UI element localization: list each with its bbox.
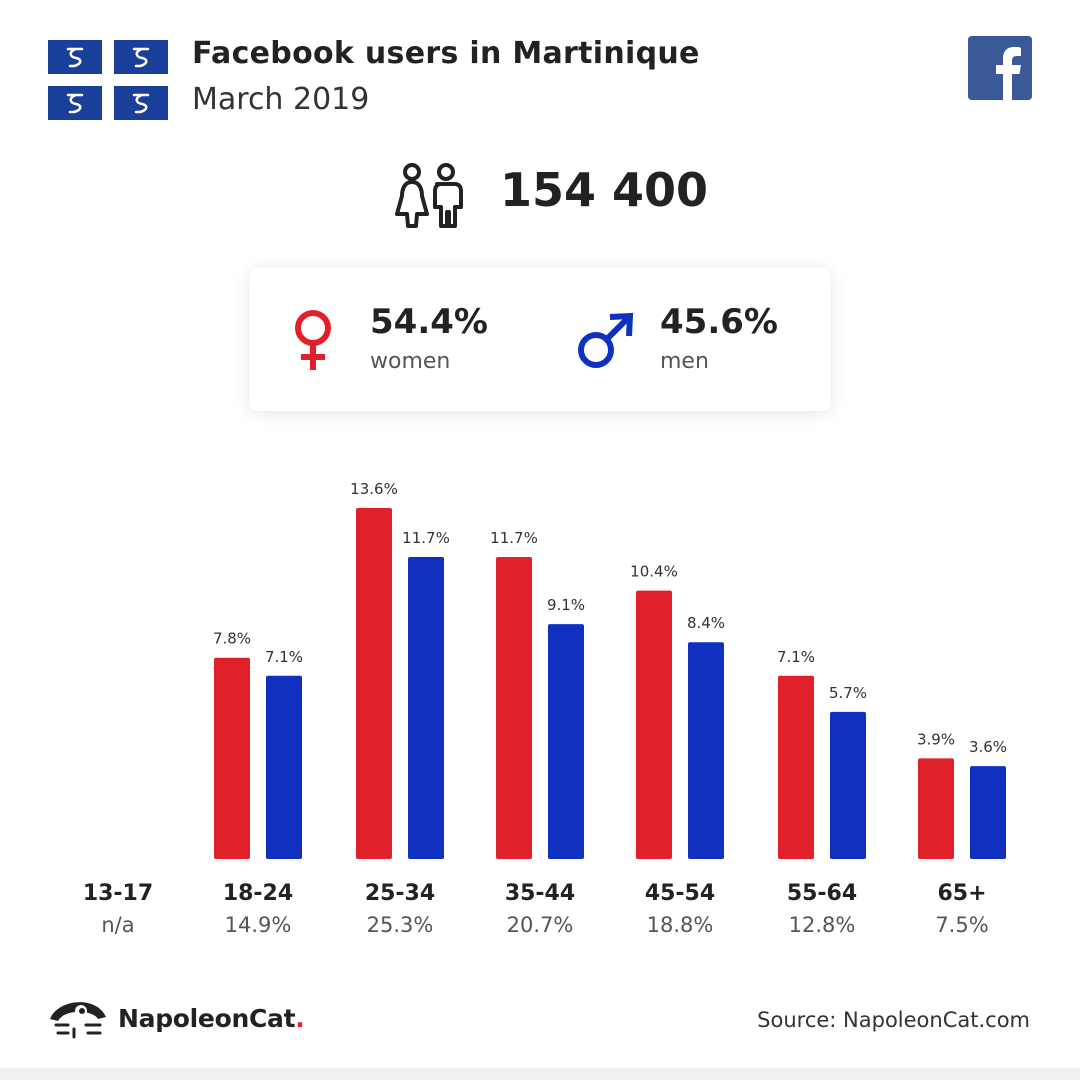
bar-women-35-44 — [496, 557, 532, 859]
users-icon — [390, 160, 470, 232]
category-label-35-44: 35-44 — [505, 881, 575, 906]
bar-label-women-35-44: 11.7% — [490, 529, 538, 547]
category-label-55-64: 55-64 — [787, 881, 857, 906]
brand-name: NapoleonCat. — [118, 1004, 305, 1033]
women-label: women — [370, 349, 451, 374]
category-total-45-54: 18.8% — [647, 913, 714, 937]
page-subtitle: March 2019 — [192, 82, 370, 117]
bar-women-45-54 — [636, 590, 672, 859]
age-gender-bar-chart: 13-17 n/a 7.8% 7.1% 18-24 14.9% 13.6% 11.7% 25-3… — [83, 480, 1007, 937]
category-total-55-64: 12.8% — [789, 913, 856, 937]
napoleoncat-logo-icon — [48, 995, 108, 1045]
women-percent: 54.4% — [370, 302, 488, 342]
bottom-strip — [0, 1068, 1080, 1080]
category-label-13-17: 13-17 — [83, 881, 153, 906]
bar-label-men-65+: 3.6% — [969, 738, 1007, 756]
gender-split-card: 54.4% women 45.6% men — [250, 268, 830, 411]
bar-label-men-18-24: 7.1% — [265, 648, 303, 666]
martinique-flag-icon — [114, 86, 168, 120]
source-text: Source: NapoleonCat.com — [757, 1008, 1030, 1032]
bar-women-65+ — [918, 758, 954, 859]
category-label-65+: 65+ — [937, 881, 986, 906]
bar-men-55-64 — [830, 711, 866, 859]
bar-label-men-35-44: 9.1% — [547, 596, 585, 614]
bar-label-men-25-34: 11.7% — [402, 529, 450, 547]
brand-text: NapoleonCat — [118, 1004, 296, 1033]
facebook-logo-icon — [968, 36, 1032, 100]
female-symbol-icon — [290, 308, 336, 372]
category-total-13-17: n/a — [101, 913, 134, 937]
martinique-flag-icon — [48, 86, 102, 120]
bar-women-18-24 — [214, 657, 250, 859]
bar-men-65+ — [970, 766, 1006, 859]
bar-label-women-18-24: 7.8% — [213, 630, 251, 648]
category-label-18-24: 18-24 — [223, 881, 293, 906]
total-users-value: 154 400 — [500, 163, 709, 217]
category-total-35-44: 20.7% — [507, 913, 574, 937]
bar-label-women-65+: 3.9% — [917, 730, 955, 748]
category-label-25-34: 25-34 — [365, 881, 435, 906]
men-label: men — [660, 349, 709, 374]
category-total-18-24: 14.9% — [225, 913, 292, 937]
bar-men-45-54 — [688, 642, 724, 859]
bar-label-men-55-64: 5.7% — [829, 684, 867, 702]
page-title: Facebook users in Martinique — [192, 36, 700, 71]
bar-men-35-44 — [548, 624, 584, 859]
category-total-25-34: 25.3% — [367, 913, 434, 937]
martinique-flag-icon — [48, 40, 102, 74]
bar-label-women-45-54: 10.4% — [630, 563, 678, 581]
men-percent: 45.6% — [660, 302, 778, 342]
brand-dot: . — [295, 1004, 305, 1033]
bar-label-women-55-64: 7.1% — [777, 648, 815, 666]
martinique-flag-icon — [114, 40, 168, 74]
bar-label-men-45-54: 8.4% — [687, 614, 725, 632]
bar-women-55-64 — [778, 675, 814, 859]
bar-women-25-34 — [356, 508, 392, 859]
bar-men-25-34 — [408, 557, 444, 859]
bar-label-women-25-34: 13.6% — [350, 480, 398, 498]
male-symbol-icon — [576, 312, 636, 370]
category-total-65+: 7.5% — [935, 913, 988, 937]
bar-men-18-24 — [266, 675, 302, 859]
category-label-45-54: 45-54 — [645, 881, 715, 906]
